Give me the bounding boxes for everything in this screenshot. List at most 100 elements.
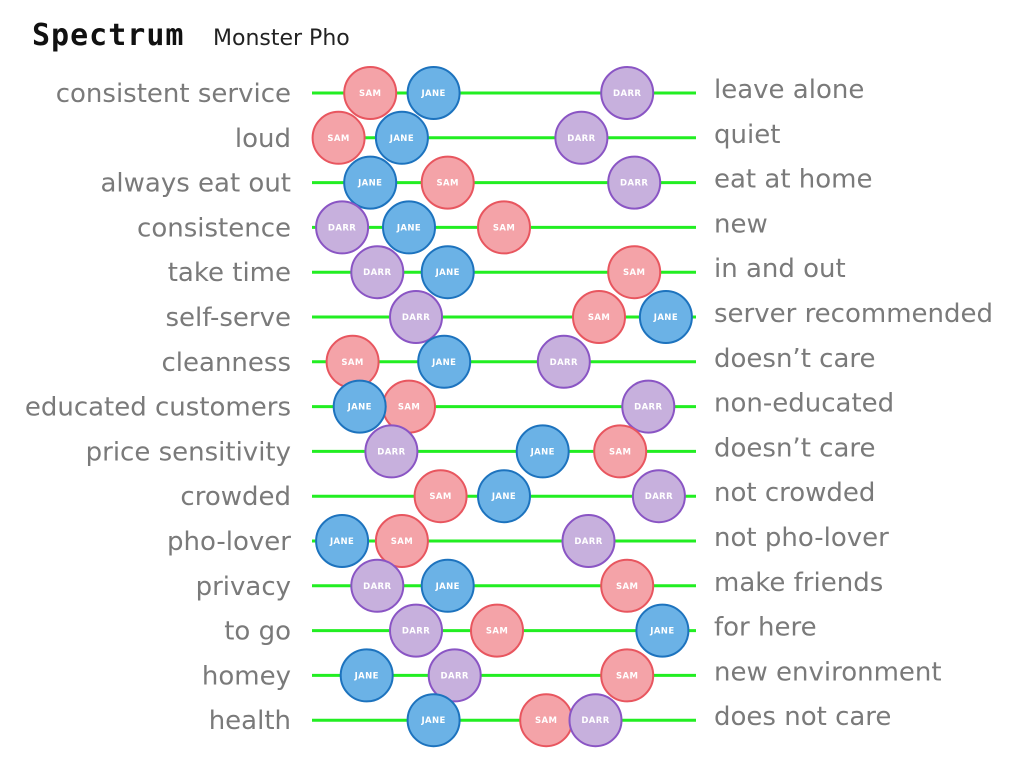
marker-sam-label: SAM xyxy=(437,179,459,189)
spectrum-row: homey new environment SAM JANE DARR xyxy=(202,648,942,703)
marker-jane-label: JANE xyxy=(354,671,379,681)
marker-jane: JANE xyxy=(406,66,461,120)
marker-jane-circle xyxy=(374,110,429,165)
marker-jane: JANE xyxy=(339,648,394,703)
marker-jane-circle xyxy=(420,558,475,613)
marker-jane-circle xyxy=(515,424,570,479)
marker-darr: DARR xyxy=(389,290,443,344)
marker-sam: SAM xyxy=(470,603,524,658)
marker-darr: DARR xyxy=(427,648,482,703)
marker-jane-label: JANE xyxy=(649,627,674,637)
marker-jane: JANE xyxy=(515,424,570,479)
marker-jane-circle xyxy=(332,379,387,434)
spectrum-row: self-serve server recommended SAM JANE DARR xyxy=(166,290,993,344)
marker-darr-label: DARR xyxy=(574,537,602,547)
marker-darr-label: DARR xyxy=(328,223,356,233)
marker-sam: SAM xyxy=(325,334,380,389)
marker-darr-circle xyxy=(389,603,443,658)
marker-sam-label: SAM xyxy=(341,358,363,368)
marker-sam: SAM xyxy=(420,155,475,210)
marker-darr-circle xyxy=(364,424,419,479)
marker-jane-label: JANE xyxy=(396,223,421,233)
spectrum-row: consistent service leave alone SAM JANE DARR xyxy=(56,66,864,120)
marker-jane: JANE xyxy=(374,110,429,165)
marker-jane-circle xyxy=(343,155,398,210)
marker-darr-label: DARR xyxy=(363,582,391,592)
marker-darr-circle xyxy=(315,200,370,255)
marker-sam-label: SAM xyxy=(327,134,349,144)
marker-jane-label: JANE xyxy=(420,716,445,726)
marker-sam-circle xyxy=(420,155,475,210)
marker-darr: DARR xyxy=(561,514,616,568)
spectrum-row: educated customers non-educated SAM JANE DAR… xyxy=(25,379,894,434)
marker-jane-circle xyxy=(420,245,475,300)
spectrum-row: take time in and out SAM JANE DARR xyxy=(168,245,846,300)
spectrum-row: health does not care SAM JANE DARR xyxy=(209,693,891,748)
marker-sam: SAM xyxy=(374,514,429,568)
marker-darr-circle xyxy=(631,469,686,524)
spectrum-row: crowded not crowded SAM JANE DARR xyxy=(180,469,875,524)
marker-darr-circle xyxy=(427,648,482,703)
marker-jane-label: JANE xyxy=(347,403,372,413)
marker-sam-label: SAM xyxy=(616,671,638,681)
marker-sam-label: SAM xyxy=(535,716,557,726)
left-pole-label: health xyxy=(209,706,291,736)
marker-sam-label: SAM xyxy=(398,403,420,413)
marker-sam-circle xyxy=(311,110,366,165)
marker-jane: JANE xyxy=(635,603,690,658)
marker-darr-circle xyxy=(536,334,591,389)
marker-darr-label: DARR xyxy=(567,134,595,144)
marker-jane-label: JANE xyxy=(435,268,460,278)
marker-sam-label: SAM xyxy=(588,313,610,323)
marker-jane-circle xyxy=(638,290,693,344)
left-pole-label: loud xyxy=(235,124,291,154)
marker-sam-circle xyxy=(572,290,626,344)
marker-sam-label: SAM xyxy=(429,492,451,502)
marker-jane: JANE xyxy=(420,558,475,613)
marker-jane-circle xyxy=(477,469,531,524)
marker-darr: DARR xyxy=(607,155,662,210)
marker-sam: SAM xyxy=(477,200,531,255)
marker-sam: SAM xyxy=(593,424,648,479)
marker-sam-label: SAM xyxy=(493,223,515,233)
marker-darr-label: DARR xyxy=(620,179,648,189)
spectrum-row: privacy make friends SAM JANE DARR xyxy=(196,558,883,613)
spectrum-row: consistence new SAM JANE DARR xyxy=(137,200,768,255)
marker-sam-label: SAM xyxy=(616,582,638,592)
marker-sam: SAM xyxy=(413,469,468,524)
marker-sam: SAM xyxy=(600,558,655,613)
marker-darr-circle xyxy=(621,379,676,434)
marker-darr-circle xyxy=(607,155,662,210)
right-pole-label: doesn’t care xyxy=(714,344,876,374)
marker-sam-circle xyxy=(600,558,655,613)
marker-darr: DARR xyxy=(350,558,405,613)
right-pole-label: eat at home xyxy=(714,165,873,195)
marker-jane-circle xyxy=(315,514,370,568)
marker-sam-circle xyxy=(374,514,429,568)
page-subtitle: Monster Pho xyxy=(213,26,350,51)
marker-jane: JANE xyxy=(332,379,387,434)
marker-darr: DARR xyxy=(389,603,443,658)
marker-darr-label: DARR xyxy=(377,447,405,457)
left-pole-label: always eat out xyxy=(100,169,291,199)
right-pole-label: server recommended xyxy=(714,299,993,329)
marker-darr-circle xyxy=(554,110,609,165)
spectrum-row: cleanness doesn’t care SAM JANE DARR xyxy=(162,334,876,389)
marker-sam-circle xyxy=(600,648,655,703)
right-pole-label: quiet xyxy=(714,120,780,150)
marker-jane: JANE xyxy=(477,469,531,524)
marker-jane-label: JANE xyxy=(329,537,354,547)
marker-sam-circle xyxy=(477,200,531,255)
marker-jane-circle xyxy=(417,334,472,389)
marker-sam-label: SAM xyxy=(359,89,381,99)
marker-sam: SAM xyxy=(343,66,398,120)
marker-jane-circle xyxy=(635,603,690,658)
marker-jane: JANE xyxy=(638,290,693,344)
marker-darr: DARR xyxy=(536,334,591,389)
left-pole-label: cleanness xyxy=(162,348,292,378)
marker-jane-label: JANE xyxy=(357,179,382,189)
marker-darr-label: DARR xyxy=(581,716,609,726)
left-pole-label: to go xyxy=(224,617,291,647)
marker-darr: DARR xyxy=(364,424,419,479)
